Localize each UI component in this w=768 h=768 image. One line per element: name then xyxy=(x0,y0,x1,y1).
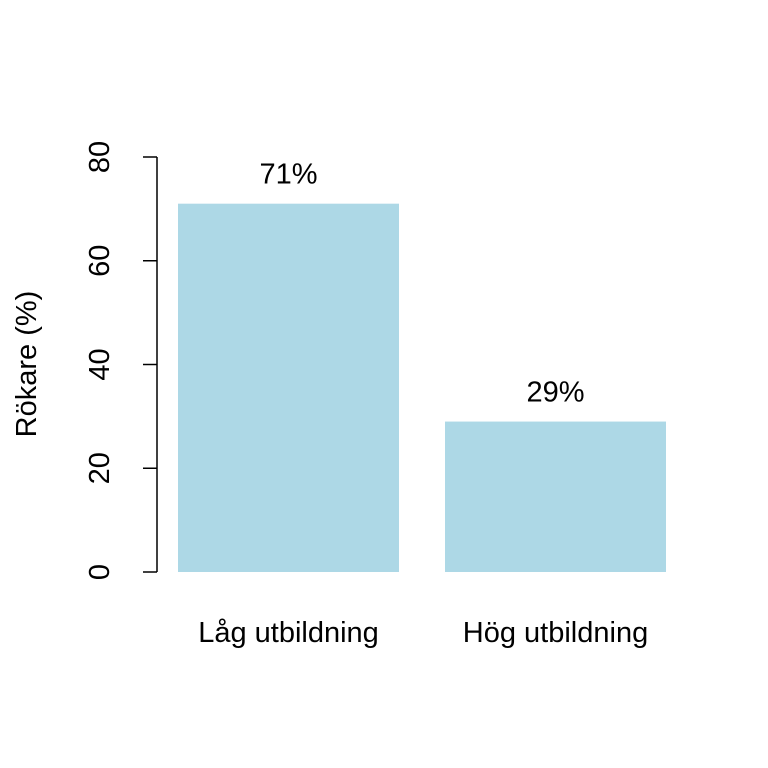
y-tick-label: 0 xyxy=(84,564,116,580)
y-tick-label: 20 xyxy=(84,452,116,484)
y-tick-label: 40 xyxy=(84,348,116,380)
bar xyxy=(178,203,399,572)
data-labels: 71% 29% xyxy=(259,159,584,409)
y-tick-label: 80 xyxy=(84,141,116,173)
y-axis: 0 20 40 60 80 xyxy=(84,141,158,580)
x-category-label: Låg utbildning xyxy=(198,617,379,649)
y-axis-title: Rökare (%) xyxy=(11,291,43,438)
bars xyxy=(178,203,666,572)
x-category-label: Hög utbildning xyxy=(463,617,648,649)
y-tick-label: 60 xyxy=(84,245,116,277)
x-category-labels: Låg utbildning Hög utbildning xyxy=(198,617,648,649)
bar xyxy=(445,421,666,572)
bar-value-label: 29% xyxy=(526,377,584,409)
bar-value-label: 71% xyxy=(259,159,317,191)
